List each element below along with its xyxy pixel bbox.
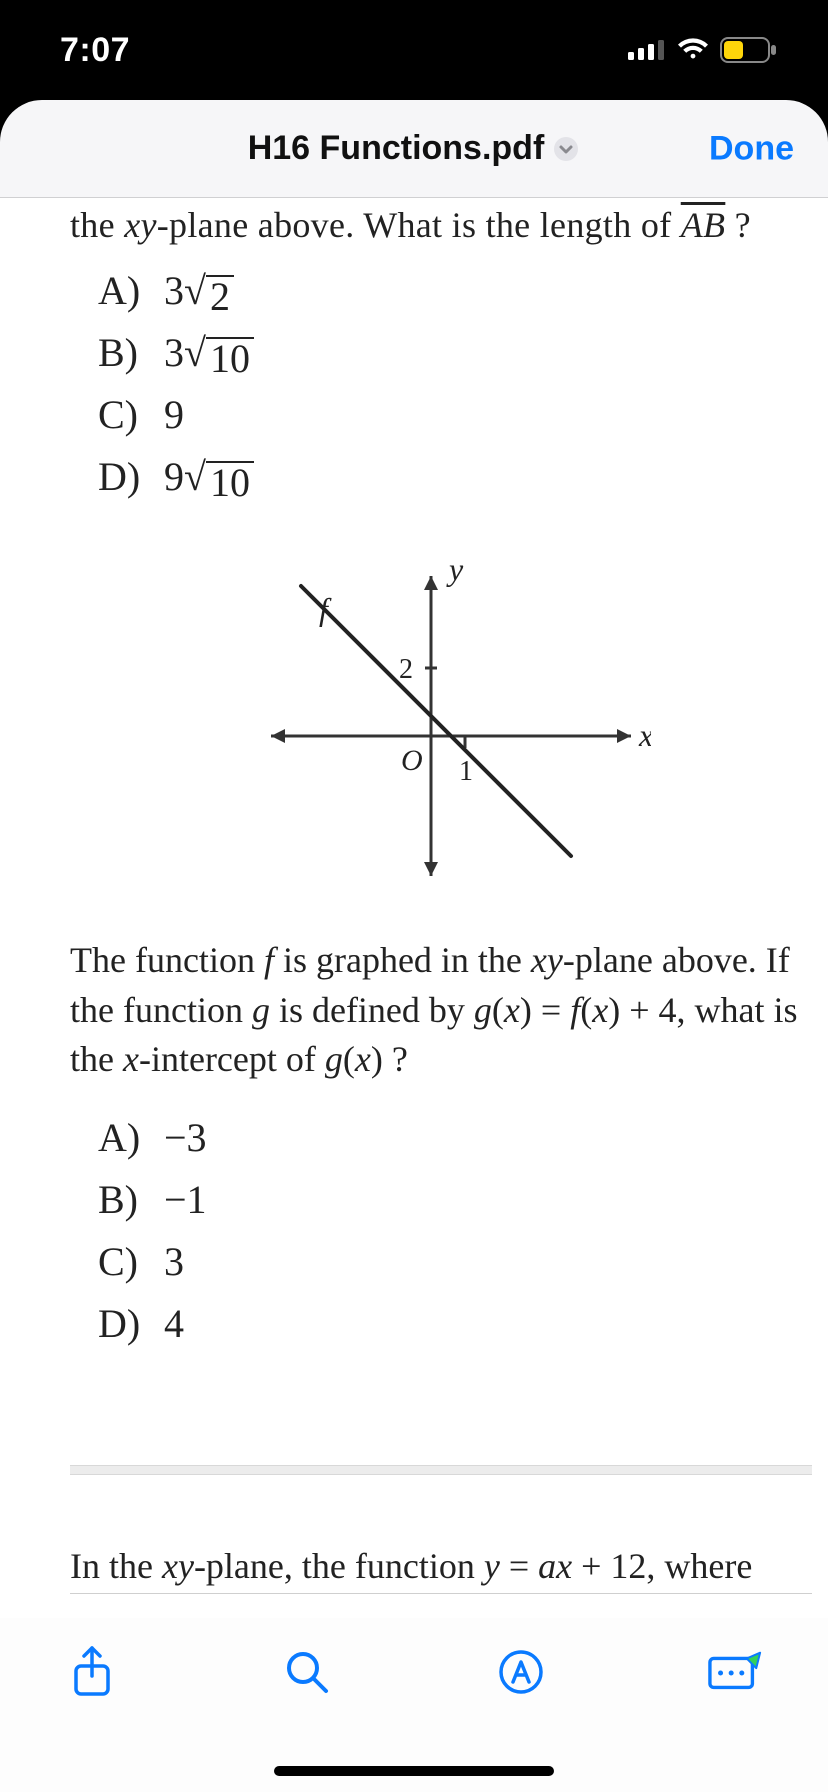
- svg-text:y: y: [446, 556, 464, 587]
- markup-icon: [708, 1650, 764, 1694]
- answer-choices: A) −3 B) −1 C) 3 D) 4: [70, 1107, 812, 1355]
- search-icon: [283, 1648, 331, 1696]
- svg-text:x: x: [638, 717, 651, 753]
- markup-button[interactable]: [708, 1644, 764, 1700]
- answer-value: 4: [164, 1293, 184, 1355]
- answer-label: A): [98, 1107, 146, 1169]
- status-time: 7:07: [60, 31, 130, 70]
- answer-choice: C) 3: [98, 1231, 812, 1293]
- answer-label: A): [98, 260, 146, 322]
- annotate-icon: [497, 1648, 545, 1696]
- wifi-icon: [676, 38, 710, 62]
- previous-answer-choices: A) 3√2 B) 3√10 C) 9 D) 9√10: [70, 260, 812, 508]
- home-indicator[interactable]: [274, 1766, 554, 1776]
- answer-label: D): [98, 446, 146, 508]
- answer-value: −1: [164, 1169, 207, 1231]
- search-button[interactable]: [279, 1644, 335, 1700]
- answer-label: B): [98, 322, 146, 384]
- answer-choice: A) −3: [98, 1107, 812, 1169]
- share-icon: [70, 1646, 114, 1698]
- answer-label: C): [98, 1231, 146, 1293]
- answer-label: D): [98, 1293, 146, 1355]
- answer-choice: A) 3√2: [98, 260, 812, 322]
- answer-label: C): [98, 384, 146, 446]
- question-separator: [70, 1465, 812, 1475]
- answer-value: 9: [164, 384, 184, 446]
- answer-choice: D) 9√10: [98, 446, 812, 508]
- document-page[interactable]: the xy-plane above. What is the length o…: [0, 198, 828, 1618]
- next-question-preview: In the xy-plane, the function y = ax + 1…: [70, 1545, 812, 1594]
- answer-choice: B) 3√10: [98, 322, 812, 384]
- svg-text:2: 2: [399, 654, 413, 685]
- svg-text:1: 1: [459, 756, 473, 787]
- svg-text:O: O: [401, 744, 423, 777]
- answer-value: 3: [164, 1231, 184, 1293]
- annotate-button[interactable]: [493, 1644, 549, 1700]
- chevron-down-icon: [552, 135, 580, 163]
- answer-choice: C) 9: [98, 384, 812, 446]
- battery-icon: [720, 37, 778, 63]
- answer-value: 3√2: [164, 260, 234, 322]
- document-header: H16 Functions.pdf Done: [0, 100, 828, 198]
- answer-label: B): [98, 1169, 146, 1231]
- question-text: The function f is graphed in the xy-plan…: [70, 936, 812, 1085]
- share-button[interactable]: [64, 1644, 120, 1700]
- status-bar: 7:07: [0, 0, 828, 100]
- answer-value: −3: [164, 1107, 207, 1169]
- answer-choice: B) −1: [98, 1169, 812, 1231]
- previous-question-tail: the xy-plane above. What is the length o…: [70, 204, 812, 246]
- answer-value: 3√10: [164, 322, 254, 384]
- svg-text:f: f: [319, 591, 332, 627]
- cellular-icon: [628, 38, 666, 62]
- document-title-wrap[interactable]: H16 Functions.pdf: [248, 129, 581, 168]
- document-title: H16 Functions.pdf: [248, 129, 545, 168]
- graph-figure: y x f O 2 1: [70, 556, 812, 896]
- answer-choice: D) 4: [98, 1293, 812, 1355]
- status-indicators: [628, 37, 778, 63]
- done-button[interactable]: Done: [709, 129, 794, 168]
- answer-value: 9√10: [164, 446, 254, 508]
